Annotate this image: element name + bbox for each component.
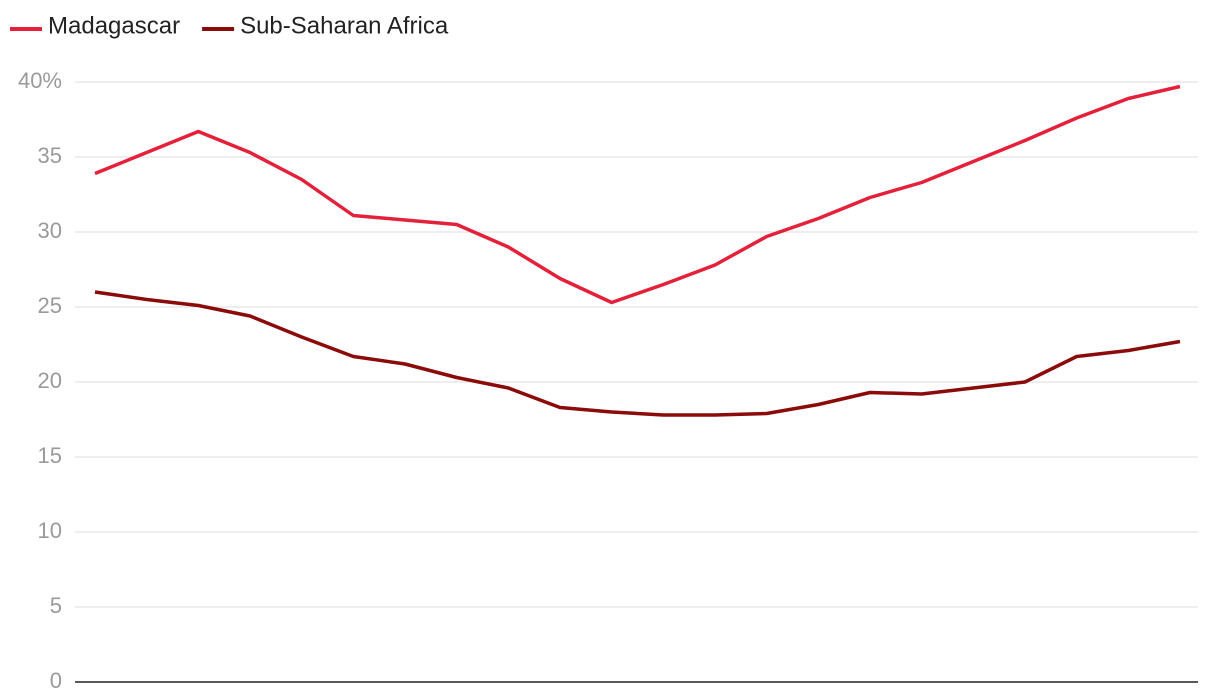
y-tick-label: 20 — [38, 368, 62, 393]
y-tick-label: 40% — [18, 68, 62, 93]
y-tick-label: 0 — [50, 668, 62, 692]
y-tick-label: 10 — [38, 518, 62, 543]
y-tick-label: 25 — [38, 293, 62, 318]
y-tick-label: 15 — [38, 443, 62, 468]
line — [94, 84, 1181, 305]
y-tick-label: 30 — [38, 218, 62, 243]
legend-label: Sub-Saharan Africa — [240, 12, 449, 39]
y-tick-label: 5 — [50, 593, 62, 618]
legend-label: Madagascar — [48, 12, 180, 39]
line — [94, 290, 1181, 417]
y-tick-label: 35 — [38, 143, 62, 168]
